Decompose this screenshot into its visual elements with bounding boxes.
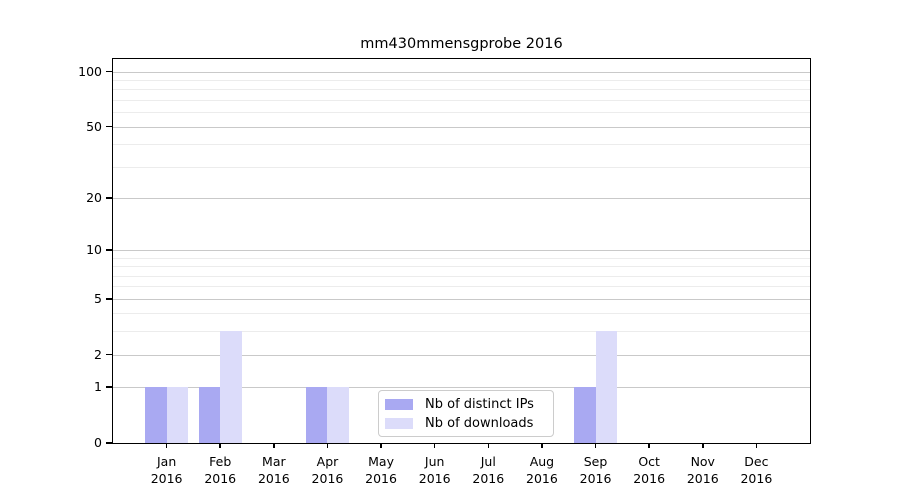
x-tick-mark [433,443,436,448]
bar-downloads [166,387,189,443]
minor-gridline [113,166,810,168]
x-tick-mark [648,443,650,448]
y-tick-label: 2 [94,346,102,362]
bar-distinct-ips [145,387,167,443]
y-tick-label: 0 [94,435,102,450]
y-tick-label: 5 [94,290,102,306]
major-gridline [113,298,810,300]
legend-row-distinct-ips: Nb of distinct IPs [385,397,547,412]
y-tick-mark [106,249,113,251]
y-tick-mark [106,386,113,388]
x-tick-mark [487,443,490,448]
x-tick-label: Feb 2016 [204,454,237,486]
major-gridline [113,197,810,199]
minor-gridline [113,313,810,315]
major-gridline [113,354,810,356]
y-tick-mark [106,125,113,128]
minor-gridline [113,89,810,91]
y-tick-mark [106,442,113,444]
y-tick-label: 50 [86,118,102,134]
x-tick-mark [541,443,543,448]
bar-distinct-ips [574,387,596,443]
legend-row-downloads: Nb of downloads [385,416,547,431]
x-tick-mark [273,443,275,448]
x-tick-label: Dec 2016 [740,454,773,486]
minor-gridline [113,275,810,277]
x-tick-mark [219,443,221,448]
x-tick-label: Jan 2016 [150,454,183,486]
x-tick-label: Aug 2016 [526,454,558,486]
legend-label-downloads: Nb of downloads [425,415,534,431]
legend: Nb of distinct IPs Nb of downloads [378,390,554,437]
minor-gridline [113,99,810,101]
x-tick-label: May 2016 [365,454,397,486]
minor-gridline [113,331,810,333]
bar-downloads [327,387,349,443]
x-tick-label: Oct 2016 [633,454,666,486]
x-tick-mark [326,443,329,448]
y-tick-label: 20 [86,189,102,205]
y-tick-mark [106,353,113,356]
x-tick-mark [594,443,597,448]
x-tick-mark [165,443,168,448]
x-tick-mark [755,443,758,448]
legend-swatch-distinct-ips [385,398,413,410]
x-tick-mark [702,443,704,448]
y-tick-label: 1 [94,379,102,395]
y-tick-label: 10 [86,241,102,257]
major-gridline [113,249,810,251]
minor-gridline [113,144,810,146]
y-tick-mark [106,197,113,199]
plot-area [111,57,811,444]
x-tick-label: Jun 2016 [418,454,451,486]
x-tick-label: Sep 2016 [579,454,612,486]
bar-distinct-ips [305,387,328,443]
x-tick-label: Nov 2016 [686,454,719,486]
y-tick-mark [106,70,113,73]
x-tick-label: Mar 2016 [257,454,290,486]
x-tick-label: Jul 2016 [472,454,505,486]
legend-swatch-downloads [385,417,413,429]
chart-title: mm430mmensgprobe 2016 [360,36,563,52]
bar-downloads [595,331,618,443]
y-tick-mark [106,298,113,300]
bar-downloads [220,331,242,443]
major-gridline [113,126,810,128]
minor-gridline [113,79,810,81]
legend-label-distinct-ips: Nb of distinct IPs [425,396,534,412]
minor-gridline [113,112,810,114]
y-tick-label: 100 [78,63,102,79]
x-tick-mark [380,443,382,448]
minor-gridline [113,257,810,259]
minor-gridline [113,286,810,288]
major-gridline [113,71,810,73]
bar-distinct-ips [198,387,221,443]
major-gridline [113,387,810,389]
x-tick-label: Apr 2016 [311,454,344,486]
minor-gridline [113,266,810,268]
